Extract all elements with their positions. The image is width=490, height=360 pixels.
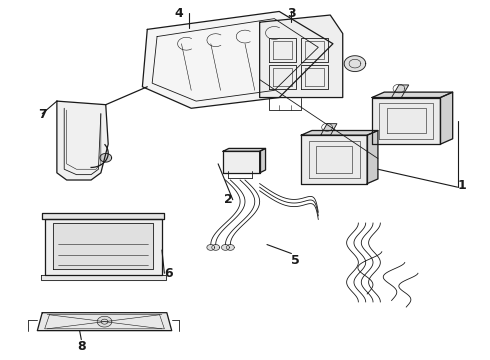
Text: 4: 4: [174, 8, 183, 21]
Polygon shape: [301, 131, 378, 135]
Polygon shape: [367, 131, 378, 184]
Text: 6: 6: [164, 267, 173, 280]
Polygon shape: [41, 275, 166, 280]
Polygon shape: [441, 92, 453, 144]
Polygon shape: [37, 313, 172, 330]
Polygon shape: [260, 15, 343, 98]
Polygon shape: [260, 148, 266, 173]
Text: 5: 5: [292, 253, 300, 266]
Polygon shape: [226, 244, 234, 250]
Polygon shape: [100, 153, 112, 162]
Text: 2: 2: [224, 193, 233, 206]
Polygon shape: [321, 124, 337, 135]
Polygon shape: [143, 12, 333, 108]
Polygon shape: [301, 135, 367, 184]
Polygon shape: [372, 98, 441, 144]
Text: 7: 7: [38, 108, 47, 121]
Polygon shape: [223, 148, 266, 151]
Polygon shape: [372, 92, 453, 98]
Polygon shape: [223, 151, 260, 173]
Polygon shape: [212, 244, 220, 250]
Polygon shape: [97, 316, 112, 327]
Text: 1: 1: [458, 179, 466, 192]
Polygon shape: [392, 85, 409, 98]
Polygon shape: [221, 244, 229, 250]
Text: 3: 3: [287, 8, 296, 21]
Polygon shape: [53, 223, 153, 269]
Polygon shape: [45, 220, 162, 275]
Polygon shape: [207, 244, 215, 250]
Text: 8: 8: [77, 339, 86, 352]
Polygon shape: [344, 56, 366, 72]
Polygon shape: [57, 101, 108, 180]
Polygon shape: [42, 213, 164, 220]
